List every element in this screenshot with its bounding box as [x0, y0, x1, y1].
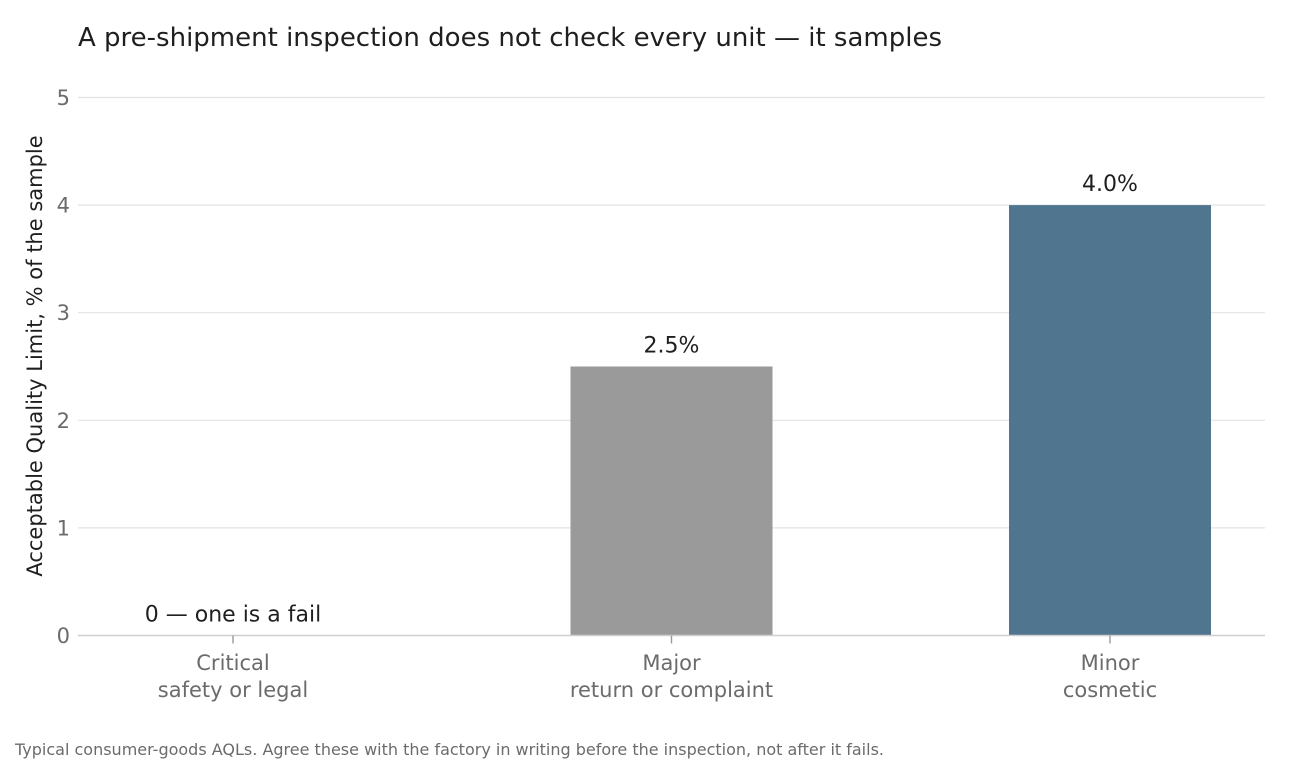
- footnote: Typical consumer-goods AQLs. Agree these…: [14, 740, 884, 759]
- y-tick-label-2: 2: [57, 409, 70, 433]
- data-labels: 0 — one is a fail 2.5% 4.0%: [145, 172, 1138, 627]
- y-axis-label: Acceptable Quality Limit, % of the sampl…: [23, 135, 47, 576]
- bars: [570, 205, 1211, 636]
- x-tick-label-critical: Critical safety or legal: [158, 651, 308, 702]
- x-tick-label-major: Major return or complaint: [570, 651, 773, 702]
- bar-major: [570, 366, 773, 636]
- x-axis-ticks: Critical safety or legal Major return or co…: [158, 635, 1157, 702]
- y-axis-ticks: 0 1 2 3 4 5: [57, 86, 70, 648]
- y-tick-label-3: 3: [57, 301, 70, 325]
- x-tick-label-minor: Minor cosmetic: [1063, 651, 1157, 702]
- data-label-major: 2.5%: [644, 334, 700, 359]
- y-tick-label-0: 0: [57, 624, 70, 648]
- y-tick-label-5: 5: [57, 86, 70, 110]
- data-label-critical: 0 — one is a fail: [145, 603, 321, 628]
- y-tick-label-1: 1: [57, 516, 70, 540]
- data-label-minor: 4.0%: [1082, 172, 1138, 197]
- bar-minor: [1009, 205, 1211, 636]
- chart-title: A pre-shipment inspection does not check…: [78, 23, 942, 53]
- y-tick-label-4: 4: [57, 194, 70, 218]
